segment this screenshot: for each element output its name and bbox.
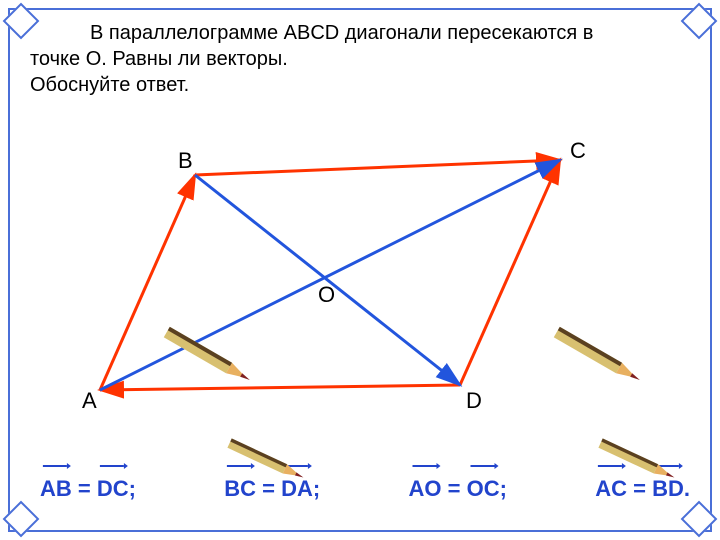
problem-line: Обоснуйте ответ. [30, 74, 189, 96]
corner-ornament [3, 501, 40, 538]
vertex-label-A: A [82, 388, 97, 414]
corner-ornament [681, 501, 718, 538]
vertex-label-O: O [318, 282, 335, 308]
vector-DA: DA [281, 476, 313, 502]
equation-1: AB = DC; [40, 476, 136, 502]
edge-DC [460, 160, 560, 385]
vertex-label-C: C [570, 138, 586, 164]
vector-BC: BC [224, 476, 256, 502]
vector-AB: AB [40, 476, 72, 502]
diag-BD [195, 175, 460, 385]
equation-2: BC = DA; [224, 476, 320, 502]
vector-OC: OC [467, 476, 500, 502]
edge-AB [100, 175, 195, 390]
vertex-label-D: D [466, 388, 482, 414]
equation-4: AC = BD. [595, 476, 690, 502]
vector-AO: AO [409, 476, 442, 502]
problem-line: точке О. Равны ли векторы. [30, 48, 288, 70]
problem-line: В параллелограмме ABCD диагонали пересек… [30, 20, 690, 46]
equation-3: AO = OC; [409, 476, 507, 502]
diagram-svg [40, 130, 600, 410]
edge-DA [100, 385, 460, 390]
parallelogram-diagram: A B C D O [40, 130, 600, 410]
diag-AC [100, 160, 560, 390]
problem-text: В параллелограмме ABCD диагонали пересек… [30, 20, 690, 98]
equations-row: AB = DC; BC = DA; AO = OC; AC = BD. [40, 476, 690, 502]
vector-BD: BD [652, 476, 684, 502]
vector-DC: DC [97, 476, 129, 502]
vector-AC: AC [595, 476, 627, 502]
edge-BC [195, 160, 560, 175]
vertex-label-B: B [178, 148, 193, 174]
